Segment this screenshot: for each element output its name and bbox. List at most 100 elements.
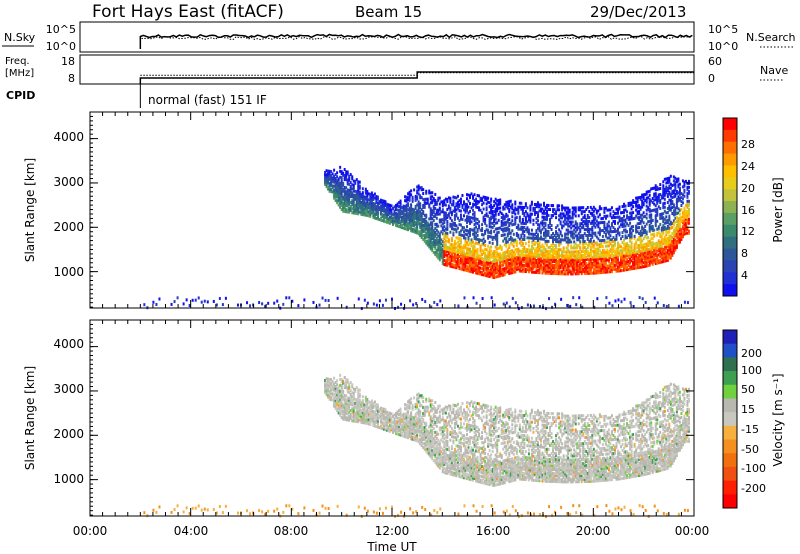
power-cell (461, 203, 464, 207)
power-cell (648, 239, 651, 243)
power-cell (364, 209, 367, 213)
power-cell (414, 228, 417, 232)
power-cell (526, 262, 529, 266)
power-cell (494, 261, 497, 265)
velocity-cell (336, 399, 339, 403)
power-cell (452, 201, 455, 205)
power-cell (369, 202, 372, 206)
power-cell (508, 224, 511, 228)
power-cell (407, 224, 410, 228)
power-cell (370, 211, 373, 215)
power-cell (512, 238, 515, 242)
power-cell (651, 256, 654, 260)
power-cell (441, 248, 444, 252)
power-cell (538, 255, 541, 259)
power-cell (340, 172, 343, 176)
power-cell (376, 195, 379, 199)
power-cell (419, 222, 422, 226)
power-cell (618, 261, 621, 265)
power-cell (544, 267, 547, 271)
power-cell (327, 181, 330, 185)
power-cell (506, 248, 509, 252)
power-cell (506, 200, 509, 204)
power-cell (410, 193, 413, 197)
power-cell (459, 257, 462, 261)
power-cell (609, 264, 612, 268)
power-cell (484, 251, 487, 255)
power-cell (579, 208, 582, 212)
power-cell (574, 262, 577, 266)
power-cell (520, 207, 523, 211)
power-cell (633, 266, 636, 270)
power-cell (464, 206, 467, 210)
power-cell (440, 250, 443, 254)
power-cell (511, 211, 514, 215)
power-cell (357, 198, 360, 202)
power-cell (425, 231, 428, 235)
power-cell (345, 208, 348, 212)
velocity-cell (330, 396, 333, 400)
power-cell (606, 222, 609, 226)
power-cell (487, 252, 490, 256)
velocity-cell (339, 399, 342, 403)
velocity-cell (331, 380, 334, 384)
power-cell (603, 206, 606, 210)
power-cell (570, 262, 573, 266)
power-cell (612, 216, 615, 220)
power-cell (663, 221, 666, 225)
power-cell (526, 226, 529, 230)
power-cell (547, 207, 550, 211)
velocity-cell (334, 398, 337, 402)
power-cell (561, 226, 564, 230)
power-cell (387, 205, 390, 209)
power-cell (588, 257, 591, 261)
power-cell (687, 179, 690, 183)
power-cell (410, 207, 413, 211)
power-cell (603, 248, 606, 252)
power-cell (506, 204, 509, 208)
power-cell (583, 269, 586, 273)
power-cell (346, 202, 349, 206)
power-cell (472, 268, 475, 272)
power-cell (526, 256, 529, 260)
power-cell (659, 244, 662, 248)
power-cell (604, 252, 607, 256)
power-cell (533, 248, 536, 252)
power-cell (518, 265, 521, 269)
power-cell (627, 263, 630, 267)
power-cell (668, 244, 671, 248)
power-cell (367, 206, 370, 210)
power-cell (479, 198, 482, 202)
power-cell (585, 261, 588, 265)
power-cell (425, 197, 428, 201)
power-cell (638, 210, 641, 214)
power-cell (500, 248, 503, 252)
power-cell (558, 218, 561, 222)
power-cell (379, 208, 382, 212)
power-cell (434, 202, 437, 206)
power-cell (592, 209, 595, 213)
power-cell (603, 226, 606, 230)
velocity-cell (343, 397, 346, 401)
power-cell (369, 206, 372, 210)
power-cell (416, 213, 419, 217)
power-cell (620, 217, 623, 221)
power-cell (672, 235, 675, 239)
power-cell (558, 258, 561, 262)
power-cell (459, 217, 462, 221)
power-cell (401, 206, 404, 210)
power-cell (582, 244, 585, 248)
power-cell (469, 215, 472, 219)
power-cell (645, 198, 648, 202)
power-cell (571, 210, 574, 214)
power-cell (520, 233, 523, 237)
power-cell (464, 228, 467, 232)
power-cell (384, 202, 387, 206)
power-cell (547, 245, 550, 249)
power-cell (517, 267, 520, 271)
power-cell (472, 194, 475, 198)
power-cell (337, 187, 340, 191)
power-cell (399, 211, 402, 215)
power-cell (434, 246, 437, 250)
power-cell (491, 253, 494, 257)
